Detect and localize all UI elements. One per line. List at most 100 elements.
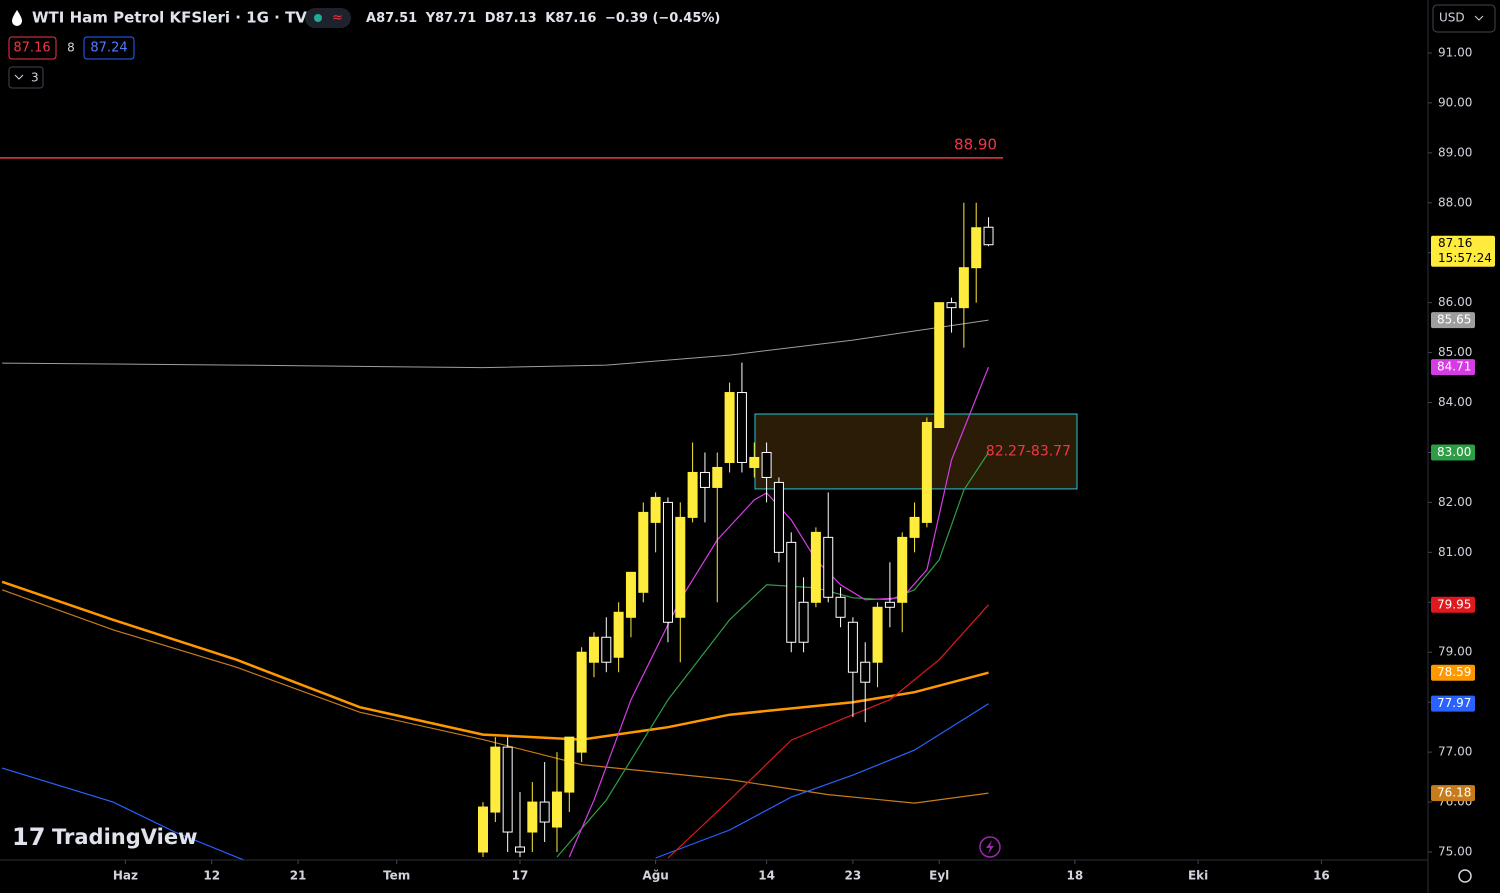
lightning-button[interactable] [979, 836, 1001, 858]
currency-chevron [1474, 15, 1484, 21]
zone [754, 413, 1078, 490]
candle-body [638, 511, 649, 593]
candle-body [675, 516, 686, 618]
status-pill [305, 8, 351, 28]
price-axis-value: 83.00 [1437, 445, 1471, 459]
x-tick-label: 21 [290, 869, 307, 883]
candle-body [564, 736, 575, 793]
price-axis-badge [1431, 359, 1475, 376]
candle-body [798, 601, 809, 643]
ohlc-key: K [545, 11, 556, 26]
candle-body [847, 621, 858, 673]
price-axis-value: 79.95 [1437, 597, 1471, 611]
candle-body [478, 806, 488, 853]
y-tick-label: 79.00 [1438, 645, 1472, 659]
price-axis-badge [1431, 312, 1475, 329]
ohlc-value: 87.13 [496, 11, 537, 26]
moving-average [1, 703, 989, 860]
spread: 8 [67, 41, 75, 55]
y-tick-label: 84.00 [1438, 395, 1472, 409]
candle-body [860, 661, 871, 683]
candle-body [810, 531, 821, 603]
resistance-label: 88.90 [954, 135, 997, 153]
price-axis-badge [1431, 785, 1475, 802]
candle-body [983, 226, 994, 246]
y-tick-label: 85.00 [1438, 345, 1472, 359]
x-tick-label: 23 [845, 869, 862, 883]
ohlc: A87.51 Y87.71 D87.13 K87.16 −0.39 (−0.45… [366, 11, 720, 26]
candle-body [835, 596, 846, 618]
candle-body [588, 636, 599, 663]
buy-price: 87.24 [90, 41, 127, 56]
delay-icon: ≈ [332, 11, 343, 26]
candle-body [724, 392, 735, 463]
price-axis-badge [1431, 695, 1475, 712]
candle-body [601, 636, 612, 663]
candle-body [971, 227, 982, 269]
candle-body [502, 746, 513, 833]
sell-button[interactable] [8, 36, 57, 60]
x-tick-label: Eki [1188, 869, 1208, 883]
currency: USD [1439, 11, 1465, 25]
plot-area [0, 157, 1078, 860]
candle-body [921, 422, 932, 523]
buy-button[interactable] [83, 36, 135, 60]
zone-label: 82.27-83.77 [986, 443, 1071, 459]
ohlc-value: 87.51 [376, 11, 417, 26]
candle-body [551, 791, 562, 828]
ohlc-value: 87.16 [555, 11, 596, 26]
candle-body [650, 496, 661, 523]
moving-average [1, 589, 989, 804]
settings-button[interactable] [1458, 869, 1472, 883]
x-tick-label: Tem [383, 869, 410, 883]
x-tick-label: 16 [1313, 869, 1330, 883]
y-tick-label: 90.00 [1438, 95, 1472, 109]
price-axis-badge [1431, 444, 1475, 461]
candle-body [662, 501, 673, 623]
candle-body [699, 471, 710, 488]
x-tick-label: 17 [512, 869, 529, 883]
symbol-title[interactable]: WTI Ham Petrol KFSleri · 1G · TVC [32, 9, 318, 27]
ohlc-value: 87.71 [435, 11, 476, 26]
x-tick-label: Eyl [929, 869, 949, 883]
price-axis-value: 77.97 [1437, 696, 1471, 710]
sell-price: 87.16 [13, 41, 50, 56]
x-tick-label: 12 [203, 869, 220, 883]
candle-body [773, 481, 784, 553]
candle-body [823, 536, 834, 598]
ohlc-change: −0.39 (−0.45%) [605, 11, 720, 26]
candle-body [514, 846, 525, 853]
candle-body [946, 302, 957, 309]
candle-body [934, 302, 945, 429]
y-tick-label: 86.00 [1438, 295, 1472, 309]
x-tick-label: 18 [1066, 869, 1083, 883]
currency-button[interactable] [1432, 4, 1496, 33]
candle-body [712, 466, 723, 488]
indicators-count: 3 [31, 71, 39, 85]
y-tick-label: 77.00 [1438, 745, 1472, 759]
candle-body [958, 267, 969, 309]
candle-body [749, 456, 760, 468]
x-tick-label: Ağu [642, 869, 668, 883]
ohlc-key: Y [425, 11, 436, 26]
candle-body [613, 611, 624, 658]
moving-average [2, 319, 989, 369]
indicators-toggle[interactable] [8, 66, 44, 89]
candle-body [539, 801, 550, 823]
lightning-icon [986, 840, 994, 854]
candle-body [687, 471, 698, 518]
symbol-icon [12, 10, 22, 26]
brand: TradingView [52, 825, 197, 849]
current-price: 87.16 [1438, 236, 1472, 250]
candle-body [897, 536, 908, 603]
y-tick-label: 89.00 [1438, 145, 1472, 159]
y-tick-label: 88.00 [1438, 195, 1472, 209]
chevron [14, 74, 24, 80]
candle-body [576, 651, 587, 753]
candle-body [761, 451, 772, 478]
y-tick-label: 81.00 [1438, 545, 1472, 559]
candle-body [909, 516, 920, 538]
brand-logo: 17 [12, 823, 45, 851]
